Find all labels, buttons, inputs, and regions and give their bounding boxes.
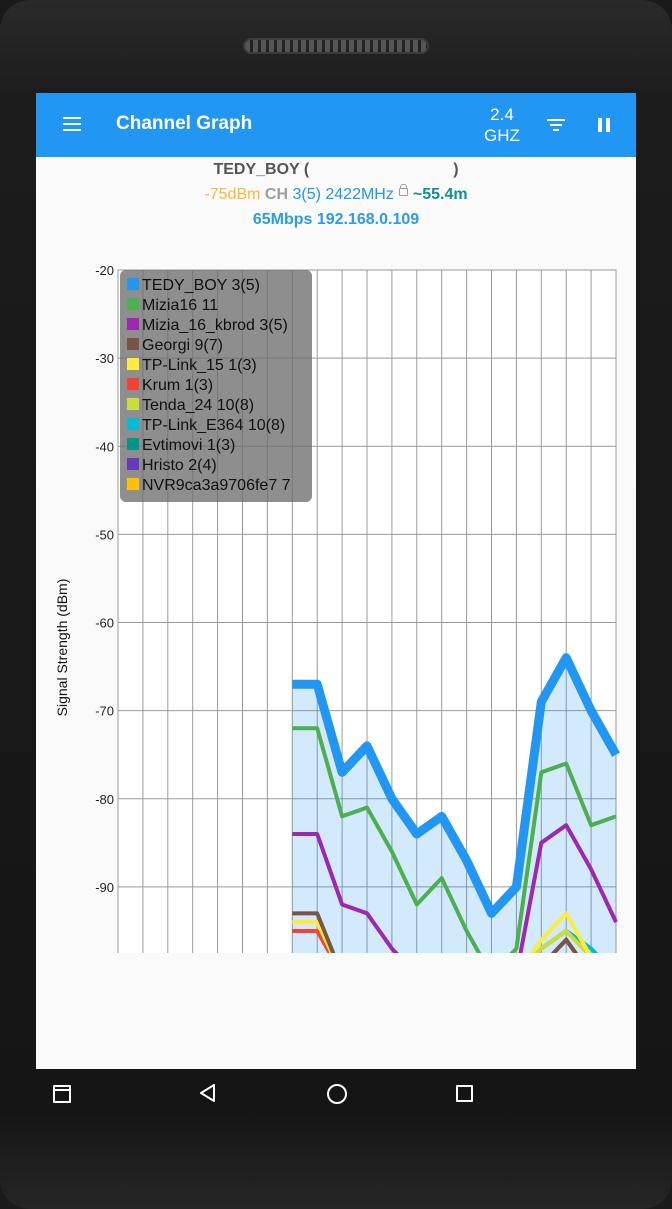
y-tick-label: -50 <box>95 527 114 542</box>
y-tick-label: -40 <box>95 439 114 454</box>
page-title: Channel Graph <box>116 113 253 134</box>
legend-label: TP-Link_E364 10(8) <box>142 417 285 434</box>
connection-ssid: TEDY_BOY <box>213 161 300 178</box>
connection-ip: 192.168.0.109 <box>316 211 420 228</box>
y-tick-label: -30 <box>95 351 114 366</box>
filter-icon[interactable] <box>546 117 566 133</box>
legend-swatch <box>127 478 139 490</box>
y-tick-label: -80 <box>95 792 114 807</box>
series-line <box>292 726 617 953</box>
system-nav-bar <box>36 1069 636 1117</box>
legend-label: Mizia16 11 <box>142 297 218 314</box>
connection-frequency: 2422MHz <box>325 186 394 203</box>
menu-icon[interactable] <box>63 117 81 131</box>
legend-label: Krum 1(3) <box>142 377 213 394</box>
series-line <box>292 653 620 918</box>
legend-swatch <box>127 358 139 370</box>
y-tick-label: -60 <box>95 616 114 631</box>
back-icon[interactable] <box>199 1084 217 1102</box>
legend-label: Georgi 9(7) <box>142 337 223 354</box>
legend-swatch <box>127 318 139 330</box>
connection-ch-label: CH <box>264 186 289 203</box>
home-icon[interactable] <box>327 1084 347 1104</box>
y-tick-label: -20 <box>95 263 114 278</box>
connection-speed: 65Mbps <box>252 211 313 228</box>
series-line <box>292 928 332 953</box>
legend-box <box>120 270 312 502</box>
legend-swatch <box>127 398 139 410</box>
series-line <box>292 911 591 953</box>
legend-label: Hristo 2(4) <box>142 457 217 474</box>
legend-swatch <box>127 278 139 290</box>
series-line <box>292 911 579 953</box>
connection-signal: -75dBm <box>204 186 261 203</box>
legend-swatch <box>127 418 139 430</box>
screenshot-icon[interactable] <box>53 1085 71 1103</box>
y-axis-label: Signal Strength (dBm) <box>54 579 70 717</box>
legend-swatch <box>127 298 139 310</box>
legend-label: Mizia_16_kbrod 3(5) <box>142 317 288 334</box>
band-unit: GHZ <box>484 126 520 145</box>
y-tick-label: -70 <box>95 704 114 719</box>
connection-ssid-line: TEDY_BOY () <box>36 161 636 179</box>
band-value: 2.4 <box>490 105 514 124</box>
legend-label: NVR9ca3a9706fe7 7 <box>142 477 291 494</box>
legend-swatch <box>127 438 139 450</box>
legend-swatch <box>127 378 139 390</box>
connection-details-line: -75dBm CH 3(5) 2422MHz ~55.4m <box>36 184 636 204</box>
series-line <box>292 823 618 953</box>
legend-label: TEDY_BOY 3(5) <box>142 277 260 294</box>
speaker-grille <box>243 38 429 54</box>
band-selector[interactable]: 2.4 GHZ <box>476 104 528 146</box>
legend-swatch <box>127 338 139 350</box>
pause-icon[interactable] <box>597 117 611 133</box>
channel-graph-chart: -20-30-40-50-60-70-80-9024681012Scan Cou… <box>54 263 620 953</box>
app-bar: Channel Graph 2.4 GHZ <box>36 93 636 157</box>
paren-open: ( <box>303 161 310 178</box>
legend-label: Tenda_24 10(8) <box>142 397 254 414</box>
app-screen: Channel Graph 2.4 GHZ TEDY_BOY () -75dBm… <box>36 93 636 1069</box>
recent-apps-icon[interactable] <box>456 1085 473 1102</box>
legend-swatch <box>127 458 139 470</box>
connection-network-line: 65Mbps 192.168.0.109 <box>36 211 636 229</box>
y-tick-label: -90 <box>95 880 114 895</box>
lock-icon <box>398 184 408 196</box>
connection-channel: 3(5) <box>292 186 321 203</box>
connection-distance: ~55.4m <box>412 186 468 203</box>
legend-label: TP-Link_15 1(3) <box>142 357 257 374</box>
paren-close: ) <box>453 161 459 178</box>
legend-label: Evtimovi 1(3) <box>142 437 235 454</box>
